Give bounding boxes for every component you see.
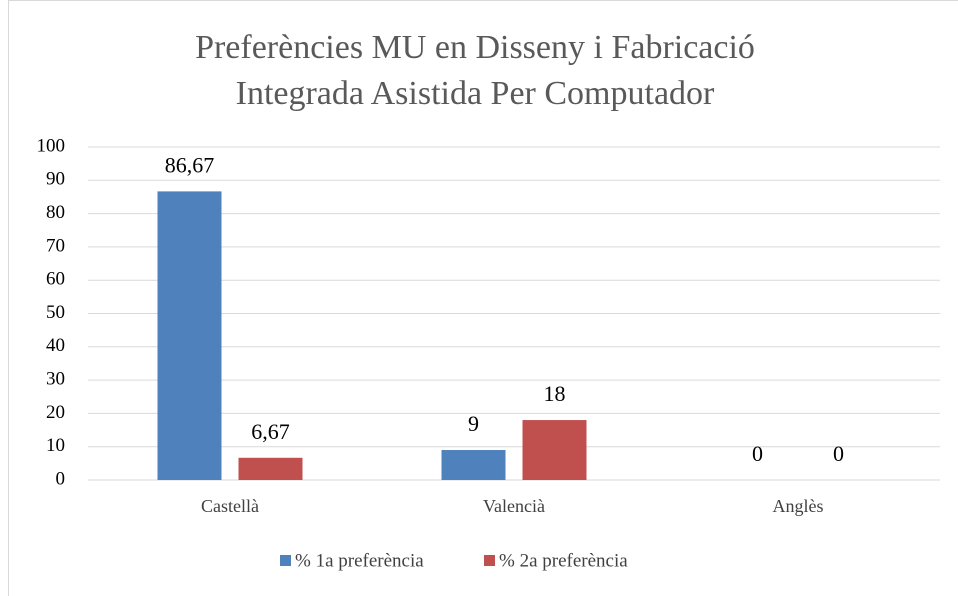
y-tick-label: 20 (46, 402, 65, 423)
value-label: 9 (468, 411, 479, 436)
bar (522, 420, 587, 480)
y-tick-label: 50 (46, 302, 65, 323)
y-tick-label: 60 (46, 269, 65, 290)
y-tick-label: 0 (56, 468, 66, 489)
y-tick-label: 30 (46, 368, 65, 389)
bar (238, 457, 303, 480)
value-label: 6,67 (251, 419, 290, 444)
x-tick-label: Valencià (483, 496, 545, 516)
chart-frame (8, 0, 958, 596)
legend-label: % 2a preferència (499, 550, 628, 571)
x-tick-label: Anglès (773, 496, 824, 516)
value-label: 0 (752, 441, 763, 466)
y-tick-label: 40 (46, 335, 65, 356)
y-tick-label: 70 (46, 235, 65, 256)
value-label: 0 (833, 441, 844, 466)
legend-swatch (280, 555, 291, 566)
y-tick-label: 100 (37, 135, 66, 156)
y-tick-label: 90 (46, 169, 65, 190)
legend-label: % 1a preferència (295, 550, 424, 571)
y-tick-label: 10 (46, 435, 65, 456)
value-label: 18 (544, 381, 566, 406)
value-label: 86,67 (165, 152, 215, 177)
bar (157, 191, 222, 480)
legend-swatch (484, 555, 495, 566)
x-tick-label: Castellà (201, 496, 259, 516)
bar (441, 450, 506, 480)
chart-title: Integrada Asistida Per Computador (236, 75, 715, 112)
y-tick-label: 80 (46, 202, 65, 223)
chart-title: Preferències MU en Disseny i Fabricació (195, 29, 755, 66)
